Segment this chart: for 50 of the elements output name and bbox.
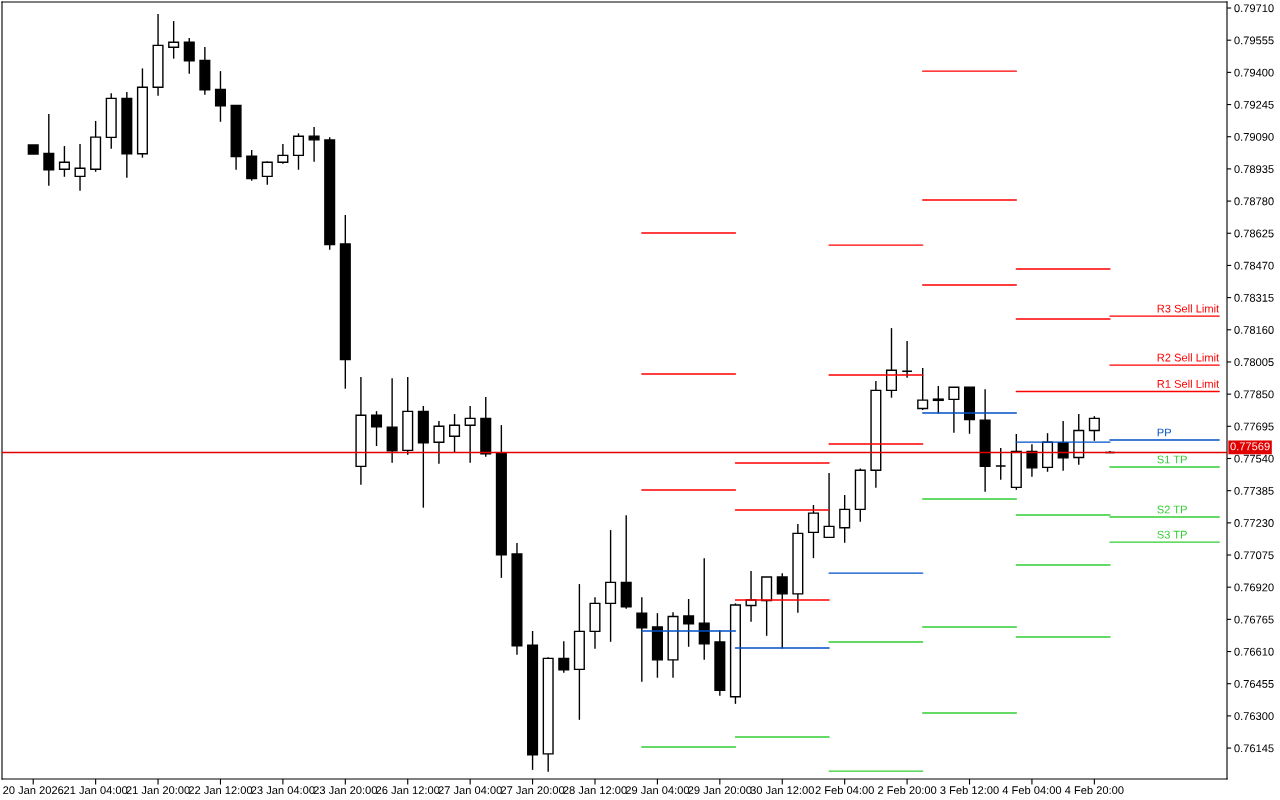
x-tick-label: 30 Jan 12:00 xyxy=(750,786,814,795)
y-tick-label: 0.77540 xyxy=(1234,454,1274,463)
x-tick-label: 4 Feb 04:00 xyxy=(1002,785,1062,795)
ref-line-label: 0.77569 xyxy=(1230,442,1270,451)
y-tick-label: 0.79090 xyxy=(1234,132,1274,141)
x-tick-label: 21 Jan 20:00 xyxy=(126,786,190,795)
y-tick-label: 0.78160 xyxy=(1234,326,1274,334)
series-label: S3 TP xyxy=(1157,530,1187,539)
x-tick-label: 27 Jan 04:00 xyxy=(438,786,502,795)
y-tick-label: 0.78315 xyxy=(1234,293,1274,302)
y-tick-label: 0.76765 xyxy=(1234,615,1274,624)
x-tick-label: 26 Jan 12:00 xyxy=(376,786,440,795)
y-tick-label: 0.78780 xyxy=(1234,197,1274,206)
x-tick-label: 20 Jan 2026 xyxy=(3,786,64,795)
x-tick-label: 27 Jan 20:00 xyxy=(501,786,565,795)
y-tick-label: 0.77850 xyxy=(1234,390,1274,399)
y-tick-label: 0.77385 xyxy=(1234,486,1274,495)
x-tick-label: 21 Jan 04:00 xyxy=(64,786,128,795)
x-tick-label: 4 Feb 20:00 xyxy=(1064,785,1124,795)
x-tick-label: 2 Feb 04:00 xyxy=(815,785,874,795)
y-tick-label: 0.78935 xyxy=(1234,165,1274,174)
series-label: R2 Sell Limit xyxy=(1157,353,1220,362)
y-tick-label: 0.76920 xyxy=(1234,583,1274,592)
y-tick-label: 0.79245 xyxy=(1234,100,1274,109)
x-tick-label: 28 Jan 12:00 xyxy=(563,786,627,795)
series-label: R3 Sell Limit xyxy=(1157,304,1220,313)
x-tick-label: 2 Feb 20:00 xyxy=(878,785,937,795)
series-label: R1 Sell Limit xyxy=(1157,379,1220,388)
series-label: PP xyxy=(1157,428,1172,437)
x-tick-label: 23 Jan 04:00 xyxy=(251,786,315,795)
y-tick-label: 0.76610 xyxy=(1234,647,1274,656)
x-tick-label: 3 Feb 12:00 xyxy=(940,785,999,795)
y-tick-label: 0.76145 xyxy=(1234,744,1274,753)
y-tick-label: 0.77075 xyxy=(1234,551,1274,560)
y-tick-label: 0.77695 xyxy=(1234,422,1274,431)
x-tick-label: 29 Jan 04:00 xyxy=(625,786,690,795)
y-tick-label: 0.79400 xyxy=(1234,68,1274,77)
x-tick-label: 29 Jan 20:00 xyxy=(688,786,752,795)
y-tick-label: 0.78005 xyxy=(1234,358,1274,367)
series-label: S1 TP xyxy=(1157,455,1187,464)
y-tick-label: 0.78470 xyxy=(1234,261,1274,270)
y-tick-label: 0.76300 xyxy=(1234,712,1274,721)
x-tick-label: 23 Jan 20:00 xyxy=(313,786,378,795)
y-tick-label: 0.77230 xyxy=(1234,519,1274,527)
series-label: S2 TP xyxy=(1157,505,1187,514)
y-tick-label: 0.76455 xyxy=(1234,679,1274,688)
y-tick-label: 0.78625 xyxy=(1234,229,1274,238)
y-tick-label: 0.79555 xyxy=(1234,36,1274,45)
y-tick-label: 0.79710 xyxy=(1234,4,1274,13)
x-tick-label: 22 Jan 12:00 xyxy=(188,786,253,795)
